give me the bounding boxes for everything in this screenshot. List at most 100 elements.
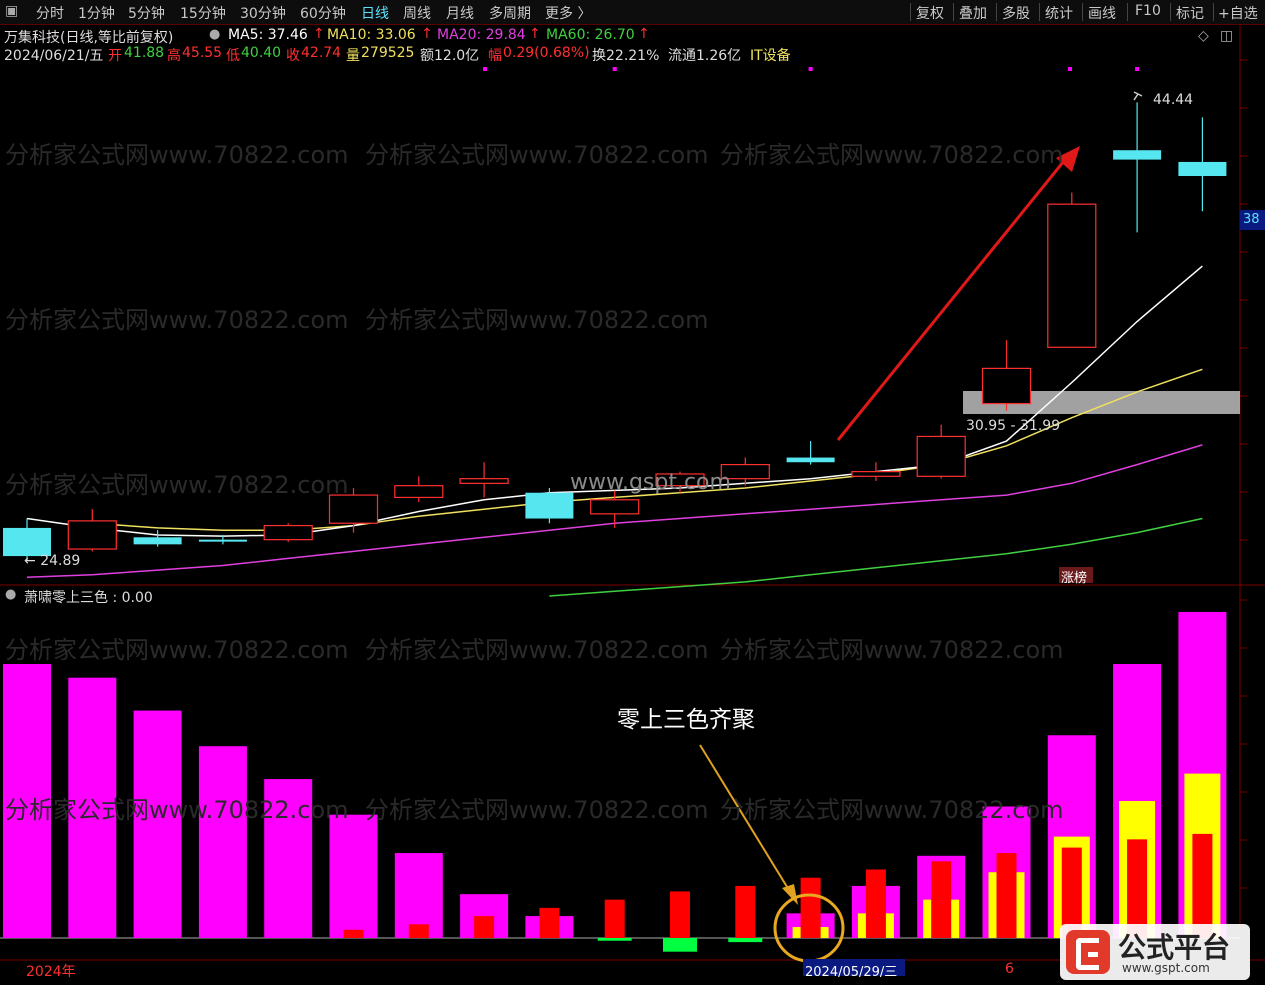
window-toggle-icon[interactable]: ◫ (1220, 28, 1234, 44)
tab-60min[interactable]: 60分钟 (300, 6, 346, 22)
tab-more[interactable]: 更多 〉 (545, 6, 592, 22)
candle-body (328, 494, 379, 524)
high-label: 高 (167, 48, 181, 64)
close-value: 42.74 (301, 45, 342, 61)
price-axis-cursor: 38 (1243, 212, 1260, 227)
signal-dot (1068, 67, 1072, 71)
indicator-red-bar (670, 891, 690, 938)
tab-30min[interactable]: 30分钟 (240, 6, 286, 22)
price-axis-box (1240, 210, 1265, 230)
signal-dots (483, 67, 1140, 71)
indicator-bars (3, 611, 1227, 952)
tab-monthly[interactable]: 月线 (446, 6, 474, 22)
panel-toggle-icon[interactable]: ▣ (5, 3, 19, 19)
indicator-red-bar (1127, 839, 1148, 938)
watermark-gspt: www.gspt.com (570, 470, 731, 495)
volume-label: 量 (346, 48, 360, 64)
low-label: 低 (226, 48, 240, 64)
candle-body (1047, 203, 1097, 348)
f10-button[interactable]: F10 (1135, 3, 1161, 19)
candlesticks (3, 102, 1227, 561)
indicator-red-bar (996, 853, 1017, 938)
watermark: 分析家公式网www.70822.com (5, 636, 349, 664)
watermark: 分析家公式网www.70822.com (365, 636, 709, 664)
indicator-magenta-bar (394, 853, 443, 938)
tab-1min[interactable]: 1分钟 (78, 6, 115, 22)
indicator-magenta-bar (264, 779, 313, 938)
platform-logo: 公式平台 www.gspt.com (1060, 924, 1250, 980)
indicator-settings-icon[interactable]: ● (5, 587, 17, 602)
max-arrow-icon (1133, 91, 1143, 101)
candle-body (459, 478, 509, 484)
sector-tag[interactable]: IT设备 (750, 48, 791, 64)
watermark: 分析家公式网www.70822.com (365, 796, 709, 824)
callout-line (699, 744, 793, 896)
tab-multi-period[interactable]: 多周期 (489, 6, 531, 22)
settings-circle-icon[interactable]: ● (209, 27, 221, 42)
tab-15min[interactable]: 15分钟 (180, 6, 226, 22)
mark-button[interactable]: 标记 (1176, 6, 1204, 22)
trend-arrow-head (1056, 146, 1080, 172)
tab-daily[interactable]: 日线 (361, 6, 389, 22)
indicator-red-bar (343, 929, 364, 938)
indicator-red-bar (800, 877, 821, 938)
rank-badge[interactable]: 涨榜 (1061, 571, 1088, 586)
toolbar-divider (1039, 3, 1040, 21)
indicator-red-bar (1192, 833, 1213, 938)
low-value: 40.40 (241, 45, 282, 61)
stats-button[interactable]: 统计 (1045, 6, 1073, 22)
candle-body (263, 524, 313, 541)
min-price-value: 24.89 (40, 553, 81, 569)
trend-arrow-line (836, 155, 1070, 441)
ma5-label: MA5: 37.46 (228, 27, 308, 43)
watermark: 分析家公式网www.70822.com (720, 141, 1064, 169)
year-label: 2024年 (26, 964, 76, 980)
signal-dot (612, 67, 617, 71)
tab-weekly[interactable]: 周线 (403, 6, 431, 22)
draw-line-button[interactable]: 画线 (1088, 6, 1116, 22)
watermark: 分析家公式网www.70822.com (5, 471, 349, 499)
arrow-up-icon: ↑ (529, 26, 541, 42)
fuquan-button[interactable]: 复权 (916, 6, 944, 22)
watermark: 分析家公式网www.70822.com (720, 796, 1064, 824)
change-value: 0.29(0.68%) (503, 45, 590, 61)
ma60-line (549, 517, 1203, 597)
toolbar-divider (910, 3, 911, 21)
toolbar-divider (1170, 3, 1171, 21)
watermark: 分析家公式网www.70822.com (5, 141, 349, 169)
month-label: 6 (1005, 961, 1014, 977)
logo-mark-icon (1066, 930, 1110, 974)
tab-5min[interactable]: 5分钟 (128, 6, 165, 22)
watermark: 分析家公式网www.70822.com (365, 306, 709, 334)
toolbar-divider (1082, 3, 1083, 21)
indicator-magenta-bar (133, 710, 182, 938)
tab-fenshi[interactable]: 分时 (36, 6, 64, 22)
candle-body (981, 367, 1032, 405)
diamond-icon[interactable]: ◇ (1198, 28, 1209, 44)
ma60-label: MA60: 26.70 (546, 27, 635, 43)
watermark: 分析家公式网www.70822.com (365, 141, 709, 169)
cursor-date-box (803, 959, 905, 976)
candle-body (1113, 150, 1162, 160)
toolbar-divider (1127, 3, 1128, 21)
multi-stock-button[interactable]: 多股 (1002, 6, 1030, 22)
add-watchlist-button[interactable]: +自选 (1218, 6, 1258, 22)
amount-value: 额12.0亿 (420, 48, 480, 64)
volume-value: 279525 (361, 45, 415, 61)
bar-date: 2024/06/21/五 (4, 48, 104, 64)
toolbar-divider (1213, 3, 1214, 21)
period-toolbar: ▣ 分时 1分钟 5分钟 15分钟 30分钟 60分钟 日线 周线 月线 多周期… (0, 0, 1265, 25)
indicator-green-bar (663, 938, 697, 952)
overlay-button[interactable]: 叠加 (959, 6, 987, 22)
open-label: 开 (108, 48, 122, 64)
indicator-magenta-bar (198, 746, 247, 938)
resistance-zone (963, 391, 1240, 414)
right-axis-ticks (1240, 59, 1247, 937)
stock-title: 万集科技(日线,等比前复权) (4, 30, 174, 46)
candle-body (1178, 161, 1227, 177)
watermark: 分析家公式网www.70822.com (720, 636, 1064, 664)
float-value: 流通1.26亿 (668, 48, 742, 64)
cursor-date: 2024/05/29/三 (805, 965, 898, 980)
candle-body (198, 539, 247, 542)
